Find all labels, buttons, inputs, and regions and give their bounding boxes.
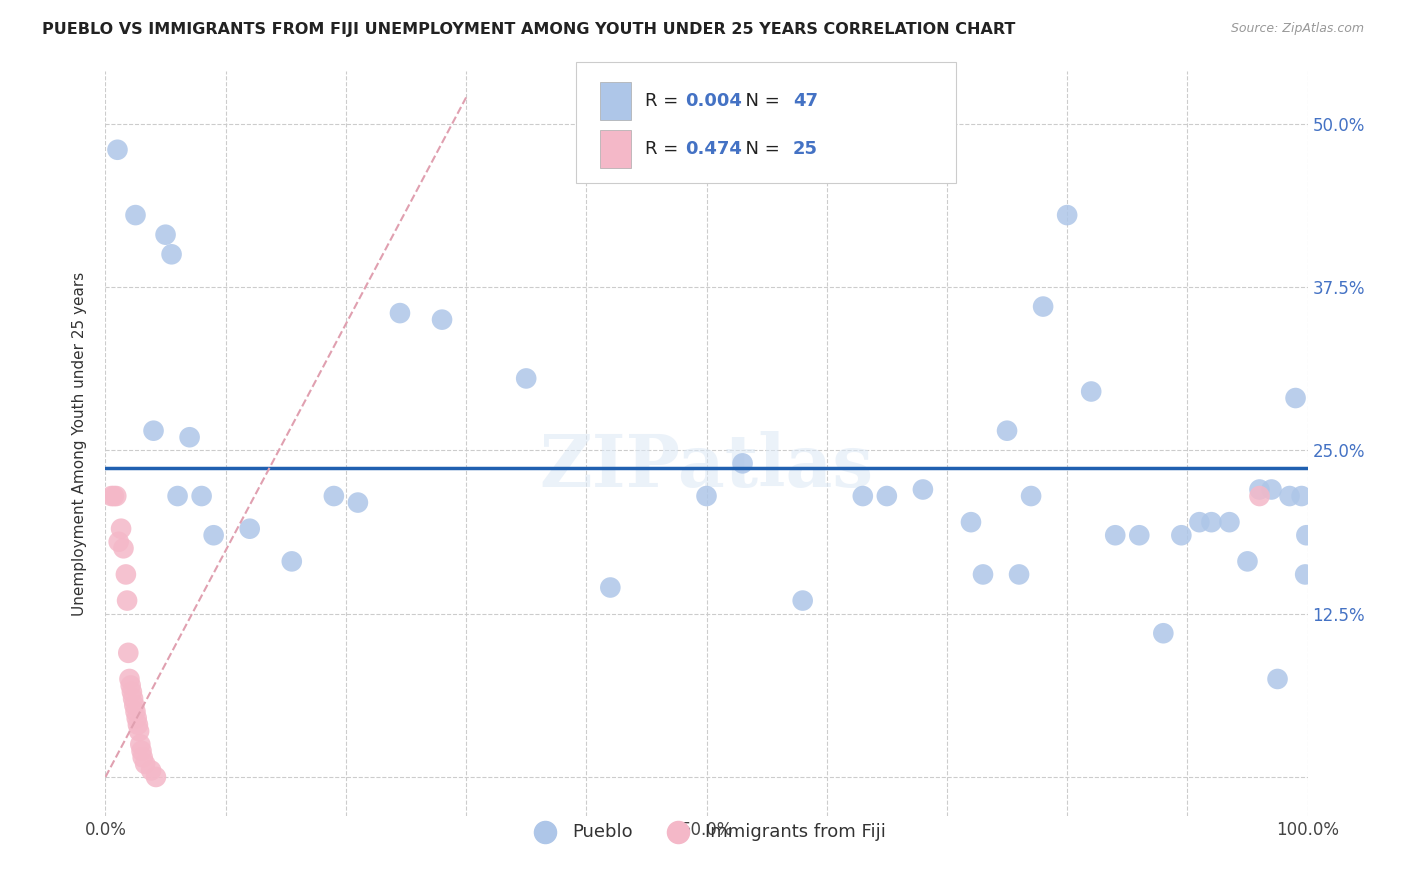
- Point: [696, 489, 718, 503]
- Text: N =: N =: [734, 92, 786, 110]
- Point: [155, 227, 177, 242]
- Point: [1019, 489, 1042, 503]
- Point: [322, 489, 344, 503]
- Point: [202, 528, 225, 542]
- Point: [1080, 384, 1102, 399]
- Text: Source: ZipAtlas.com: Source: ZipAtlas.com: [1230, 22, 1364, 36]
- Point: [1267, 672, 1289, 686]
- Point: [166, 489, 188, 503]
- Point: [179, 430, 201, 444]
- Point: [145, 770, 167, 784]
- Text: R =: R =: [645, 140, 685, 158]
- Point: [1032, 300, 1054, 314]
- Point: [731, 456, 754, 470]
- Point: [124, 705, 146, 719]
- Point: [103, 489, 125, 503]
- Point: [142, 424, 165, 438]
- Point: [876, 489, 898, 503]
- Point: [121, 685, 143, 699]
- Point: [190, 489, 212, 503]
- Text: R =: R =: [645, 92, 685, 110]
- Point: [160, 247, 183, 261]
- Point: [1152, 626, 1174, 640]
- Point: [117, 646, 139, 660]
- Legend: Pueblo, Immigrants from Fiji: Pueblo, Immigrants from Fiji: [520, 815, 893, 848]
- Point: [120, 679, 142, 693]
- Point: [1104, 528, 1126, 542]
- Point: [110, 522, 132, 536]
- Point: [430, 312, 453, 326]
- Point: [107, 534, 129, 549]
- Point: [139, 764, 162, 778]
- Point: [125, 711, 148, 725]
- Point: [1218, 515, 1240, 529]
- Point: [127, 717, 149, 731]
- Point: [132, 750, 155, 764]
- Point: [1294, 567, 1316, 582]
- Point: [115, 593, 138, 607]
- Point: [972, 567, 994, 582]
- Point: [124, 698, 146, 712]
- Point: [1249, 483, 1271, 497]
- Point: [112, 541, 135, 556]
- Point: [1201, 515, 1223, 529]
- Text: 0.474: 0.474: [685, 140, 741, 158]
- Point: [118, 672, 141, 686]
- Point: [792, 593, 814, 607]
- Text: PUEBLO VS IMMIGRANTS FROM FIJI UNEMPLOYMENT AMONG YOUTH UNDER 25 YEARS CORRELATI: PUEBLO VS IMMIGRANTS FROM FIJI UNEMPLOYM…: [42, 22, 1015, 37]
- Point: [1295, 528, 1317, 542]
- Point: [1188, 515, 1211, 529]
- Point: [105, 489, 128, 503]
- Point: [1291, 489, 1313, 503]
- Point: [515, 371, 537, 385]
- Point: [1236, 554, 1258, 568]
- Point: [995, 424, 1018, 438]
- Point: [1128, 528, 1150, 542]
- Point: [115, 567, 138, 582]
- Point: [128, 724, 150, 739]
- Point: [1170, 528, 1192, 542]
- Point: [1249, 489, 1271, 503]
- Text: N =: N =: [734, 140, 786, 158]
- Point: [388, 306, 411, 320]
- Y-axis label: Unemployment Among Youth under 25 years: Unemployment Among Youth under 25 years: [72, 272, 87, 615]
- Point: [100, 489, 122, 503]
- Point: [131, 744, 153, 758]
- Point: [134, 756, 156, 771]
- Point: [960, 515, 983, 529]
- Point: [347, 495, 370, 509]
- Text: ZIPatlas: ZIPatlas: [540, 431, 873, 501]
- Point: [124, 208, 146, 222]
- Point: [852, 489, 875, 503]
- Text: 47: 47: [793, 92, 818, 110]
- Point: [911, 483, 934, 497]
- Point: [1284, 391, 1306, 405]
- Point: [1278, 489, 1301, 503]
- Point: [1008, 567, 1031, 582]
- Point: [122, 691, 145, 706]
- Text: 0.004: 0.004: [685, 92, 741, 110]
- Text: 25: 25: [793, 140, 818, 158]
- Point: [599, 581, 621, 595]
- Point: [1260, 483, 1282, 497]
- Point: [281, 554, 304, 568]
- Point: [107, 143, 129, 157]
- Point: [1056, 208, 1078, 222]
- Point: [239, 522, 262, 536]
- Point: [129, 737, 152, 751]
